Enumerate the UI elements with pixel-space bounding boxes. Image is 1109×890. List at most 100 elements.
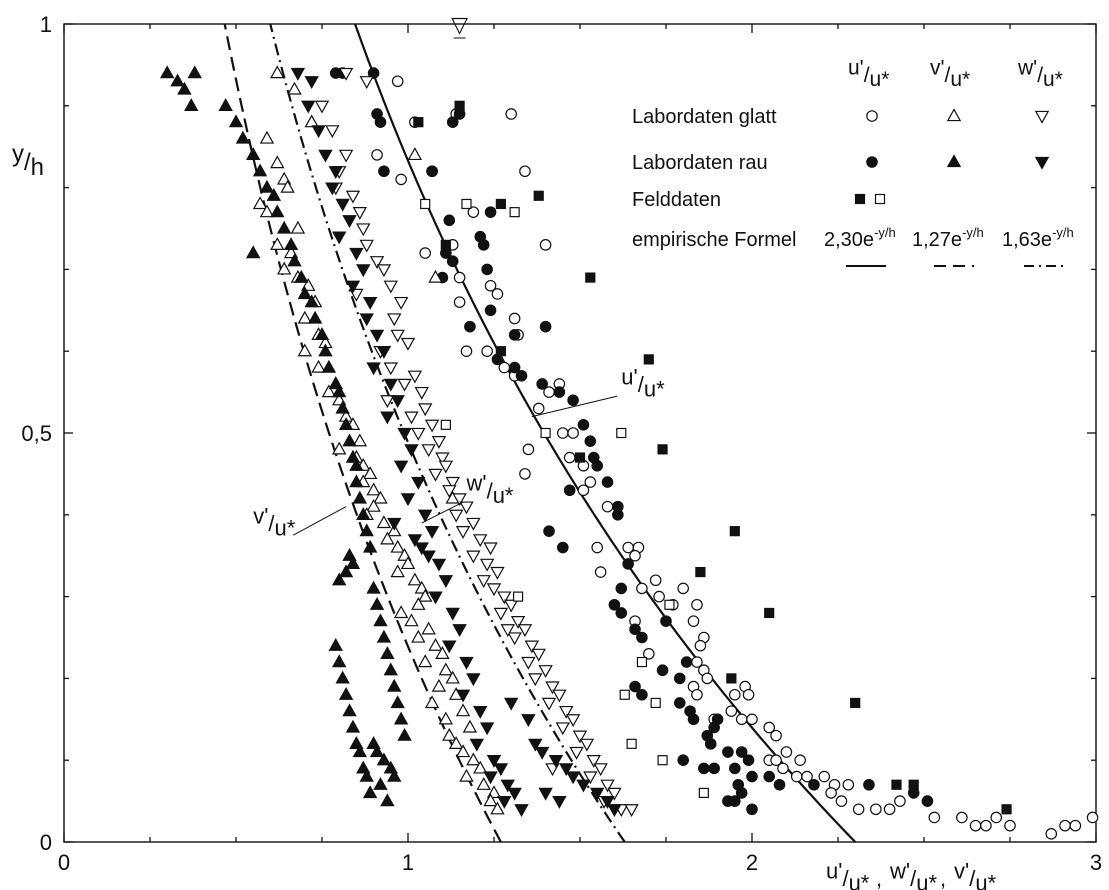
point	[328, 637, 343, 651]
point	[622, 558, 634, 570]
point	[390, 695, 405, 709]
point	[332, 384, 347, 398]
point	[404, 444, 419, 458]
point	[413, 117, 424, 128]
point	[301, 100, 316, 114]
legend-column-header: u'/u*	[848, 57, 889, 92]
point	[218, 98, 233, 111]
point	[376, 515, 392, 529]
point	[431, 678, 447, 692]
point	[473, 760, 488, 774]
point	[514, 804, 529, 818]
point	[362, 785, 378, 799]
point	[318, 343, 333, 357]
point	[615, 582, 628, 595]
point	[601, 500, 614, 513]
point	[318, 149, 333, 163]
legend-marker	[1034, 156, 1050, 170]
point	[735, 746, 748, 758]
point	[1004, 819, 1016, 832]
point	[438, 575, 454, 588]
point	[304, 114, 319, 128]
point	[677, 754, 689, 766]
point	[395, 173, 407, 186]
point	[455, 526, 471, 539]
point	[607, 787, 622, 801]
point	[636, 688, 648, 701]
point	[612, 508, 624, 521]
point	[504, 697, 519, 711]
point	[473, 534, 488, 548]
point	[691, 688, 703, 701]
point	[533, 190, 544, 201]
point	[356, 264, 371, 278]
point	[442, 727, 457, 741]
point	[440, 239, 451, 250]
legend-marker	[854, 193, 866, 205]
point	[414, 386, 429, 400]
legend-column-header: w'/u*	[1017, 57, 1063, 92]
point	[801, 770, 813, 783]
point	[160, 65, 175, 79]
point	[335, 670, 350, 684]
point	[643, 354, 654, 365]
point	[376, 346, 392, 359]
point	[577, 484, 590, 497]
point	[484, 206, 497, 218]
point	[411, 427, 426, 441]
point	[790, 770, 803, 783]
point	[459, 768, 474, 782]
point	[990, 811, 1003, 824]
point	[484, 304, 497, 317]
annotation-label: u'/u*	[621, 364, 665, 401]
point	[495, 198, 506, 210]
point	[528, 673, 543, 687]
point	[431, 558, 447, 572]
point	[352, 490, 368, 504]
point	[445, 607, 460, 621]
point	[473, 705, 488, 719]
point	[808, 778, 820, 791]
point	[252, 196, 268, 210]
point	[442, 640, 457, 654]
point	[387, 313, 402, 327]
annotation-leader	[292, 506, 347, 536]
point	[338, 687, 354, 700]
point	[548, 755, 564, 768]
point	[673, 697, 686, 709]
point	[466, 752, 481, 766]
point	[455, 744, 471, 758]
point	[600, 779, 615, 793]
point	[362, 466, 378, 480]
point	[763, 770, 775, 783]
point	[687, 713, 700, 726]
point	[311, 125, 326, 139]
point	[287, 81, 302, 95]
point	[698, 762, 710, 775]
point	[519, 165, 531, 178]
point	[376, 264, 392, 278]
point	[445, 670, 460, 684]
point	[391, 75, 404, 88]
point	[556, 427, 569, 439]
point	[507, 787, 522, 801]
annotation-label: v'/u*	[253, 503, 296, 540]
legend-row-label: Labordaten glatt	[632, 106, 777, 128]
point	[728, 688, 741, 701]
point	[356, 760, 371, 774]
point	[455, 689, 471, 703]
point	[369, 597, 385, 610]
ticks-layer: 0 1 2 3 0 0,5 1 ▽	[21, 12, 1102, 875]
point	[687, 615, 700, 627]
point	[431, 436, 447, 449]
point	[380, 395, 395, 409]
x-axis-label-sep: ,	[876, 866, 882, 890]
point	[532, 402, 545, 415]
point	[380, 411, 395, 425]
point	[466, 550, 481, 564]
point	[259, 179, 275, 193]
point	[483, 793, 498, 807]
point	[538, 787, 553, 801]
point	[440, 419, 451, 430]
point	[228, 114, 244, 128]
